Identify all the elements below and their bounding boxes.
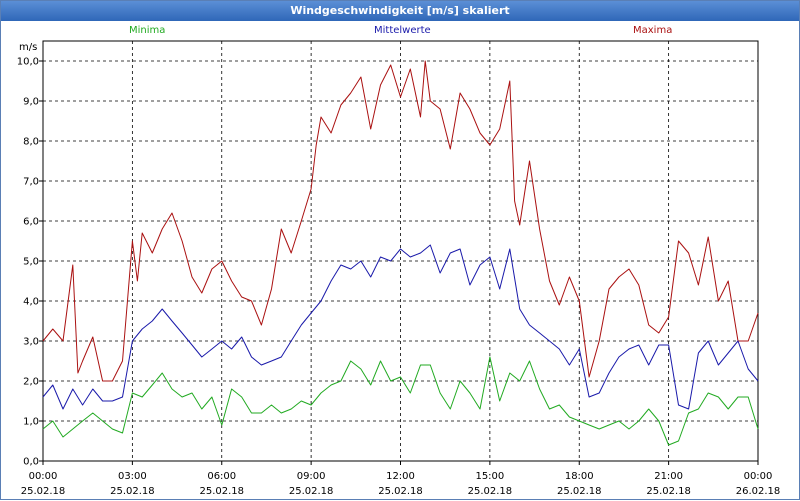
- y-tick-label: 5,0: [23, 257, 39, 268]
- window-title: Windgeschwindigkeit [m/s] skaliert: [1, 1, 799, 21]
- y-tick-label: 2,0: [23, 377, 39, 388]
- y-axis-unit: m/s: [19, 42, 38, 53]
- y-tick-label: 3,0: [23, 337, 39, 348]
- x-tick-date: 25.02.18: [646, 486, 691, 497]
- y-tick-label: 4,0: [23, 297, 39, 308]
- x-tick-date: 26.02.18: [736, 486, 781, 497]
- legend-maxima: Maxima: [633, 25, 673, 36]
- x-tick-date: 25.02.18: [378, 486, 423, 497]
- y-tick-label: 9,0: [23, 97, 39, 108]
- x-tick-date: 25.02.18: [557, 486, 602, 497]
- x-tick-time: 06:00: [207, 471, 236, 482]
- legend-minima: Minima: [129, 25, 166, 36]
- y-tick-label: 7,0: [23, 177, 39, 188]
- y-tick-label: 1,0: [23, 417, 39, 428]
- x-tick-date: 25.02.18: [468, 486, 513, 497]
- y-tick-label: 0,0: [23, 457, 39, 468]
- x-tick-time: 00:00: [744, 471, 773, 482]
- x-tick-time: 00:00: [29, 471, 58, 482]
- x-tick-time: 12:00: [386, 471, 415, 482]
- y-tick-label: 6,0: [23, 217, 39, 228]
- x-tick-date: 25.02.18: [199, 486, 244, 497]
- x-tick-date: 25.02.18: [21, 486, 66, 497]
- x-tick-time: 21:00: [654, 471, 683, 482]
- x-tick-time: 09:00: [297, 471, 326, 482]
- legend-mittelwerte: Mittelwerte: [374, 25, 431, 36]
- y-tick-label: 8,0: [23, 137, 39, 148]
- series-line-maxima: [42, 60, 759, 382]
- y-tick-label: 10,0: [17, 57, 39, 68]
- series-line-mittelwerte: [42, 244, 759, 410]
- x-tick-date: 25.02.18: [110, 486, 155, 497]
- x-tick-time: 15:00: [475, 471, 504, 482]
- x-tick-date: 25.02.18: [289, 486, 334, 497]
- series-line-minima: [42, 356, 759, 446]
- x-tick-time: 18:00: [565, 471, 594, 482]
- x-tick-time: 03:00: [118, 471, 147, 482]
